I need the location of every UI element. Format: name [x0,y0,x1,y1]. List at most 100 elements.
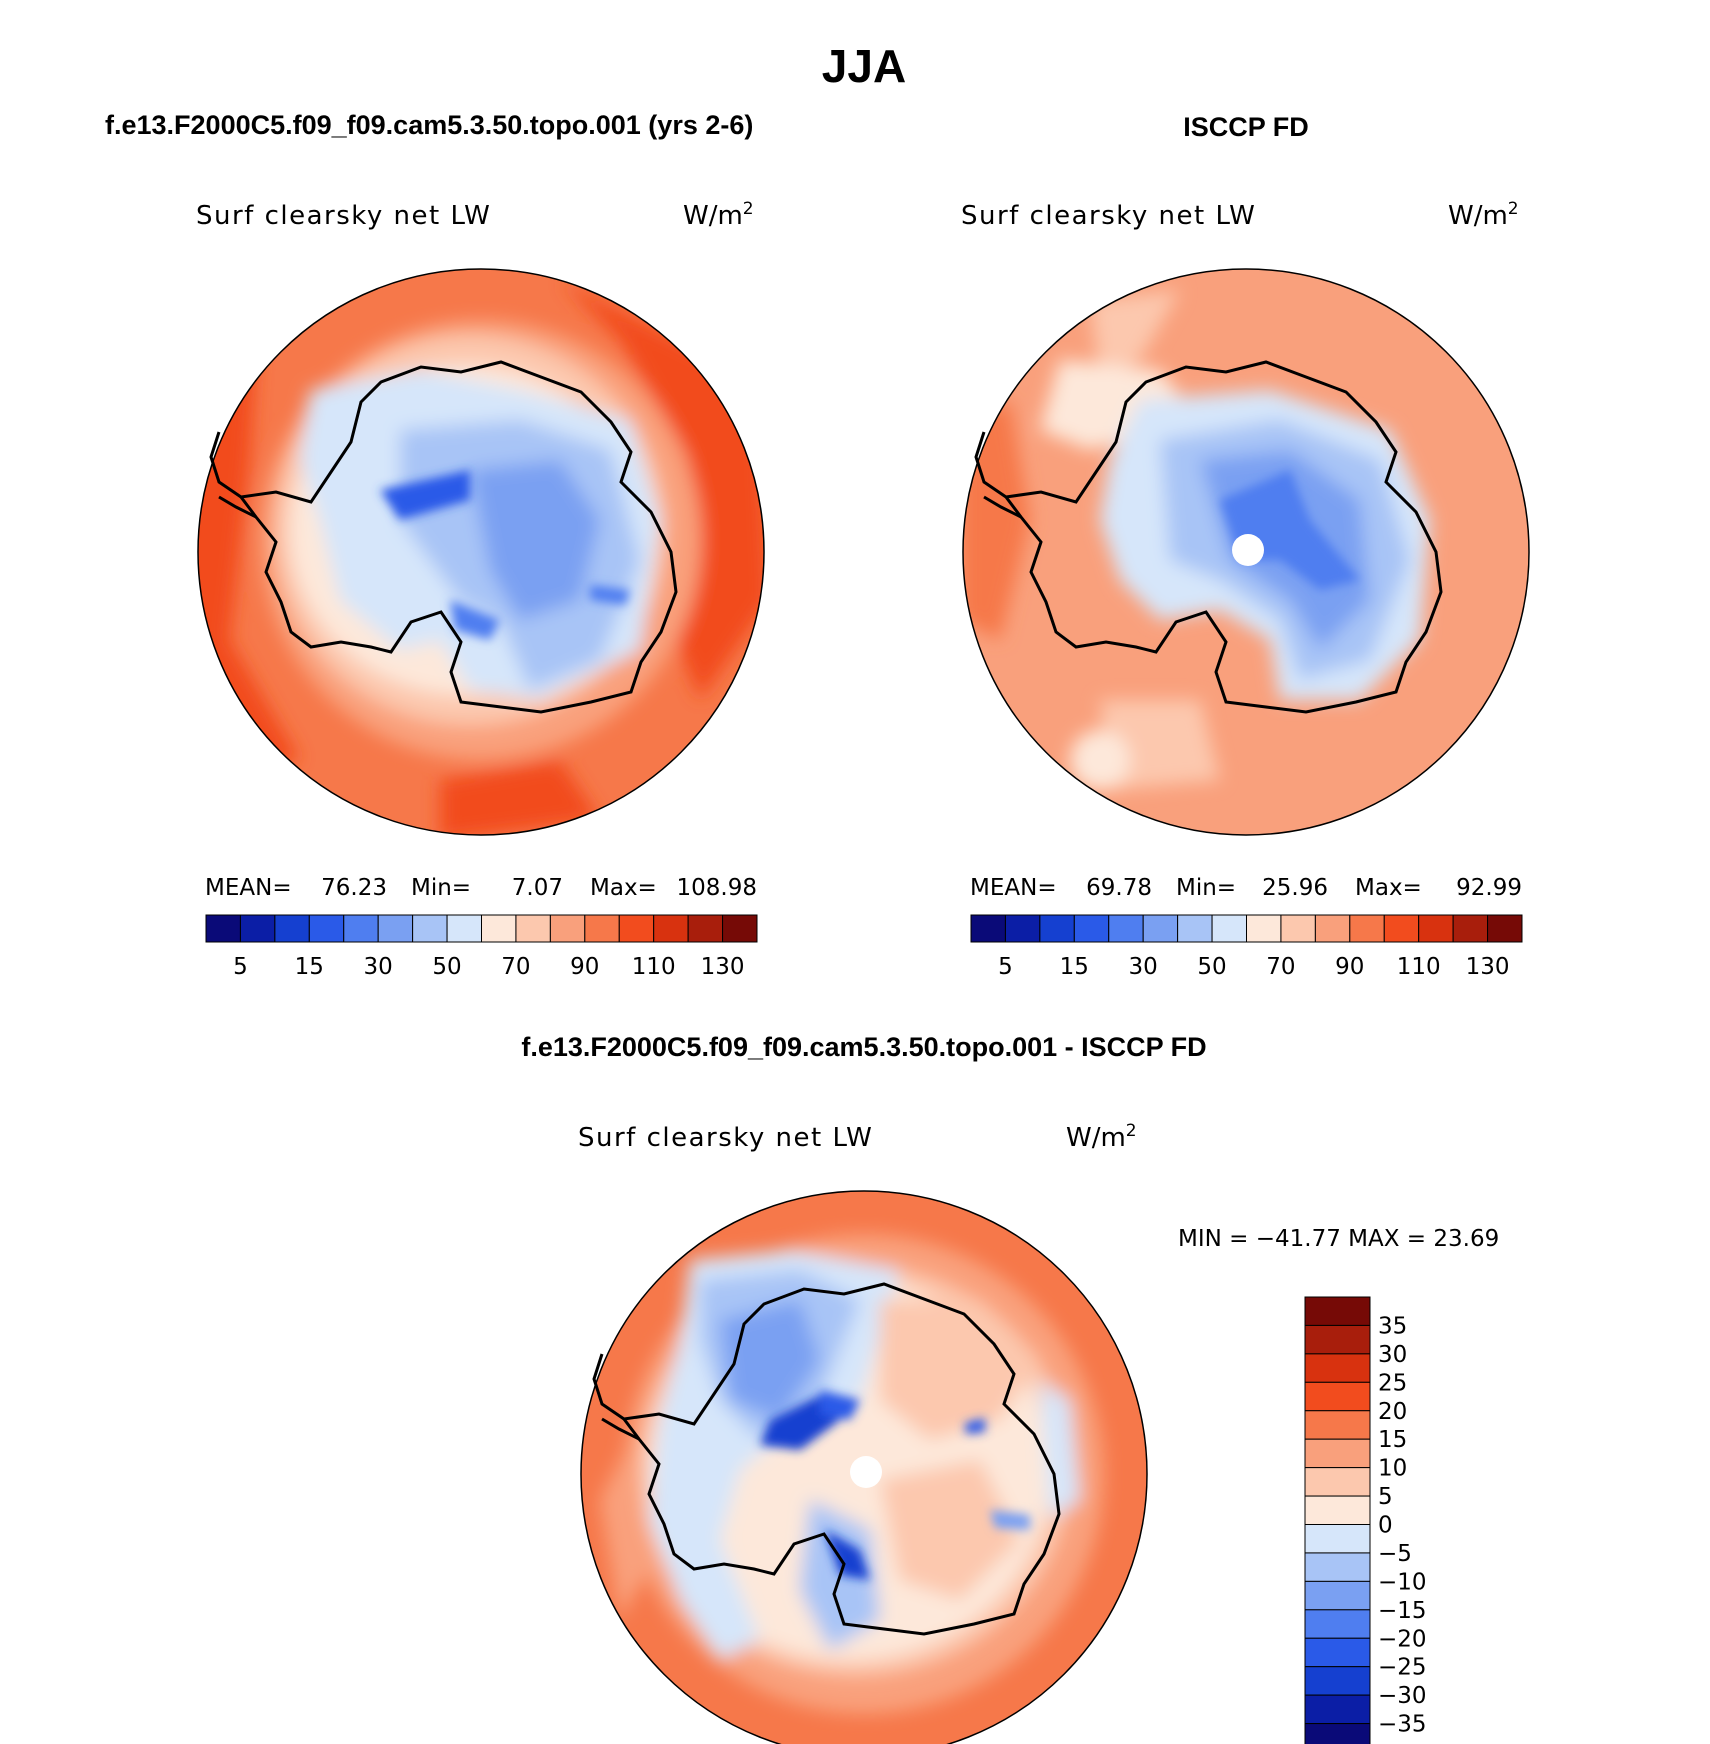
model-units-base: W/m [683,201,743,231]
obs-colorbar-swatch [1452,914,1489,943]
model-colorbar-tick-label: 130 [701,954,745,980]
diff-colorbar-swatch [1304,1381,1371,1412]
model-colorbar-swatch [274,914,310,943]
obs-colorbar-swatch [1073,914,1110,943]
obs-min-label: Min= [1176,875,1236,901]
obs-colorbar-swatch [1004,914,1041,943]
obs-colorbar-swatch [1142,914,1179,943]
diff-colorbar-swatch [1304,1609,1371,1639]
diff-colorbar-swatch [1304,1580,1371,1611]
model-colorbar-tick-label: 50 [432,954,461,980]
diff-colorbar-swatch [1304,1438,1371,1469]
model-colorbar-tick-label: 110 [632,954,676,980]
obs-colorbar-tick-label: 130 [1466,954,1510,980]
diff-colorbar-swatch [1304,1637,1371,1668]
model-min-value: 7.07 [512,875,563,901]
diff-colorbar-tick-label: 20 [1378,1399,1407,1425]
obs-colorbar-swatch [1314,914,1351,943]
model-colorbar-swatch [618,914,655,943]
model-colorbar-swatch [481,914,517,943]
obs-colorbar-swatch [1246,914,1282,943]
obs-units-base: W/m [1448,201,1508,231]
model-colorbar-swatch [377,914,414,943]
model-panel-header: f.e13.F2000C5.f09_f09.cam5.3.50.topo.001… [105,110,753,140]
diff-colorbar-swatch [1304,1552,1371,1582]
obs-panel-header: ISCCP FD [1183,112,1309,142]
obs-mean-label: MEAN= [970,875,1057,901]
model-colorbar-tick-label: 70 [501,954,530,980]
diff-colorbar-tick-label: 25 [1378,1370,1407,1396]
diff-units-exp: 2 [1126,1121,1137,1141]
model-max-label: Max= [590,875,657,901]
obs-colorbar-swatch [1108,914,1144,943]
obs-mean-value: 69.78 [1086,875,1152,901]
diff-variable-label: Surf clearsky net LW [578,1123,873,1153]
model-colorbar-tick-label: 5 [233,954,248,980]
model-colorbar-tick-label: 90 [570,954,599,980]
model-variable-label: Surf clearsky net LW [196,201,491,231]
model-colorbar-swatch [549,914,586,943]
diff-colorbar-swatch [1304,1666,1371,1696]
model-colorbar-tick-label: 30 [364,954,393,980]
obs-variable-label: Surf clearsky net LW [961,201,1256,231]
diff-panel-header: f.e13.F2000C5.f09_f09.cam5.3.50.topo.001… [521,1032,1206,1062]
obs-colorbar-swatch [1349,914,1385,943]
diff-colorbar-swatch [1304,1723,1371,1744]
diff-map-border [580,1190,1148,1744]
model-colorbar-swatch [687,914,724,943]
model-colorbar-swatch [515,914,551,943]
model-colorbar-swatch [412,914,448,943]
model-units-label: W/m2 [683,199,754,231]
obs-pole-hole [1232,534,1264,566]
diff-colorbar-tick-label: −30 [1378,1683,1427,1709]
diff-colorbar-swatch [1304,1353,1371,1383]
season-title: JJA [822,40,906,92]
obs-map-panel: Surf clearsky net LW W/m2 MEAN [961,199,1530,980]
diff-colorbar-tick-label: −25 [1378,1655,1427,1681]
model-colorbar-swatch [308,914,345,943]
diff-map-panel: Surf clearsky net LW W/m2 MIN = −41.77 M… [578,1121,1499,1744]
model-units-exp: 2 [743,199,754,219]
diff-colorbar-tick-label: −15 [1378,1598,1427,1624]
obs-colorbar-swatch [1383,914,1420,943]
diff-colorbar-swatch [1304,1694,1371,1725]
diff-units-base: W/m [1066,1123,1126,1153]
model-max-value: 108.98 [677,875,757,901]
model-stats: MEAN= 76.23 Min= 7.07 Max= 108.98 [205,875,757,901]
obs-colorbar-tick-label: 5 [998,954,1013,980]
obs-colorbar: 5 15 30 50 70 90 110 130 [970,914,1523,980]
diff-colorbar-swatch [1304,1524,1371,1554]
model-colorbar-swatch [584,914,620,943]
diff-colorbar-tick-label: 30 [1378,1342,1407,1368]
obs-colorbar-swatch [970,914,1006,943]
obs-colorbar-tick-label: 110 [1397,954,1441,980]
diff-colorbar-tick-label: −10 [1378,1569,1427,1595]
model-colorbar-swatch [239,914,276,943]
obs-colorbar-swatch [1418,914,1454,943]
obs-colorbar-swatch [1177,914,1213,943]
diff-colorbar-swatch [1304,1410,1371,1440]
obs-min-value: 25.96 [1262,875,1328,901]
obs-colorbar-tick-label: 50 [1197,954,1226,980]
obs-colorbar-tick-label: 90 [1335,954,1364,980]
obs-colorbar-tick-label: 70 [1266,954,1295,980]
model-colorbar-swatch [446,914,482,943]
diff-colorbar-swatch [1304,1495,1371,1525]
diff-units-label: W/m2 [1066,1121,1137,1153]
obs-map-border [962,268,1530,836]
model-min-label: Min= [411,875,471,901]
obs-colorbar-tick-label: 30 [1129,954,1158,980]
model-colorbar: 5 15 30 50 70 90 110 130 [205,914,758,980]
diff-colorbar-tick-label: −5 [1378,1541,1412,1567]
obs-colorbar-swatch [1487,914,1523,943]
obs-colorbar-swatch [1039,914,1075,943]
diff-minmax-label: MIN = −41.77 MAX = 23.69 [1178,1226,1499,1252]
diff-pole-hole [850,1456,882,1488]
diff-colorbar-tick-label: 15 [1378,1427,1407,1453]
obs-stats: MEAN= 69.78 Min= 25.96 Max= 92.99 [970,875,1522,901]
obs-units-exp: 2 [1508,199,1519,219]
model-map-fill [198,269,764,835]
obs-colorbar-swatch [1211,914,1247,943]
